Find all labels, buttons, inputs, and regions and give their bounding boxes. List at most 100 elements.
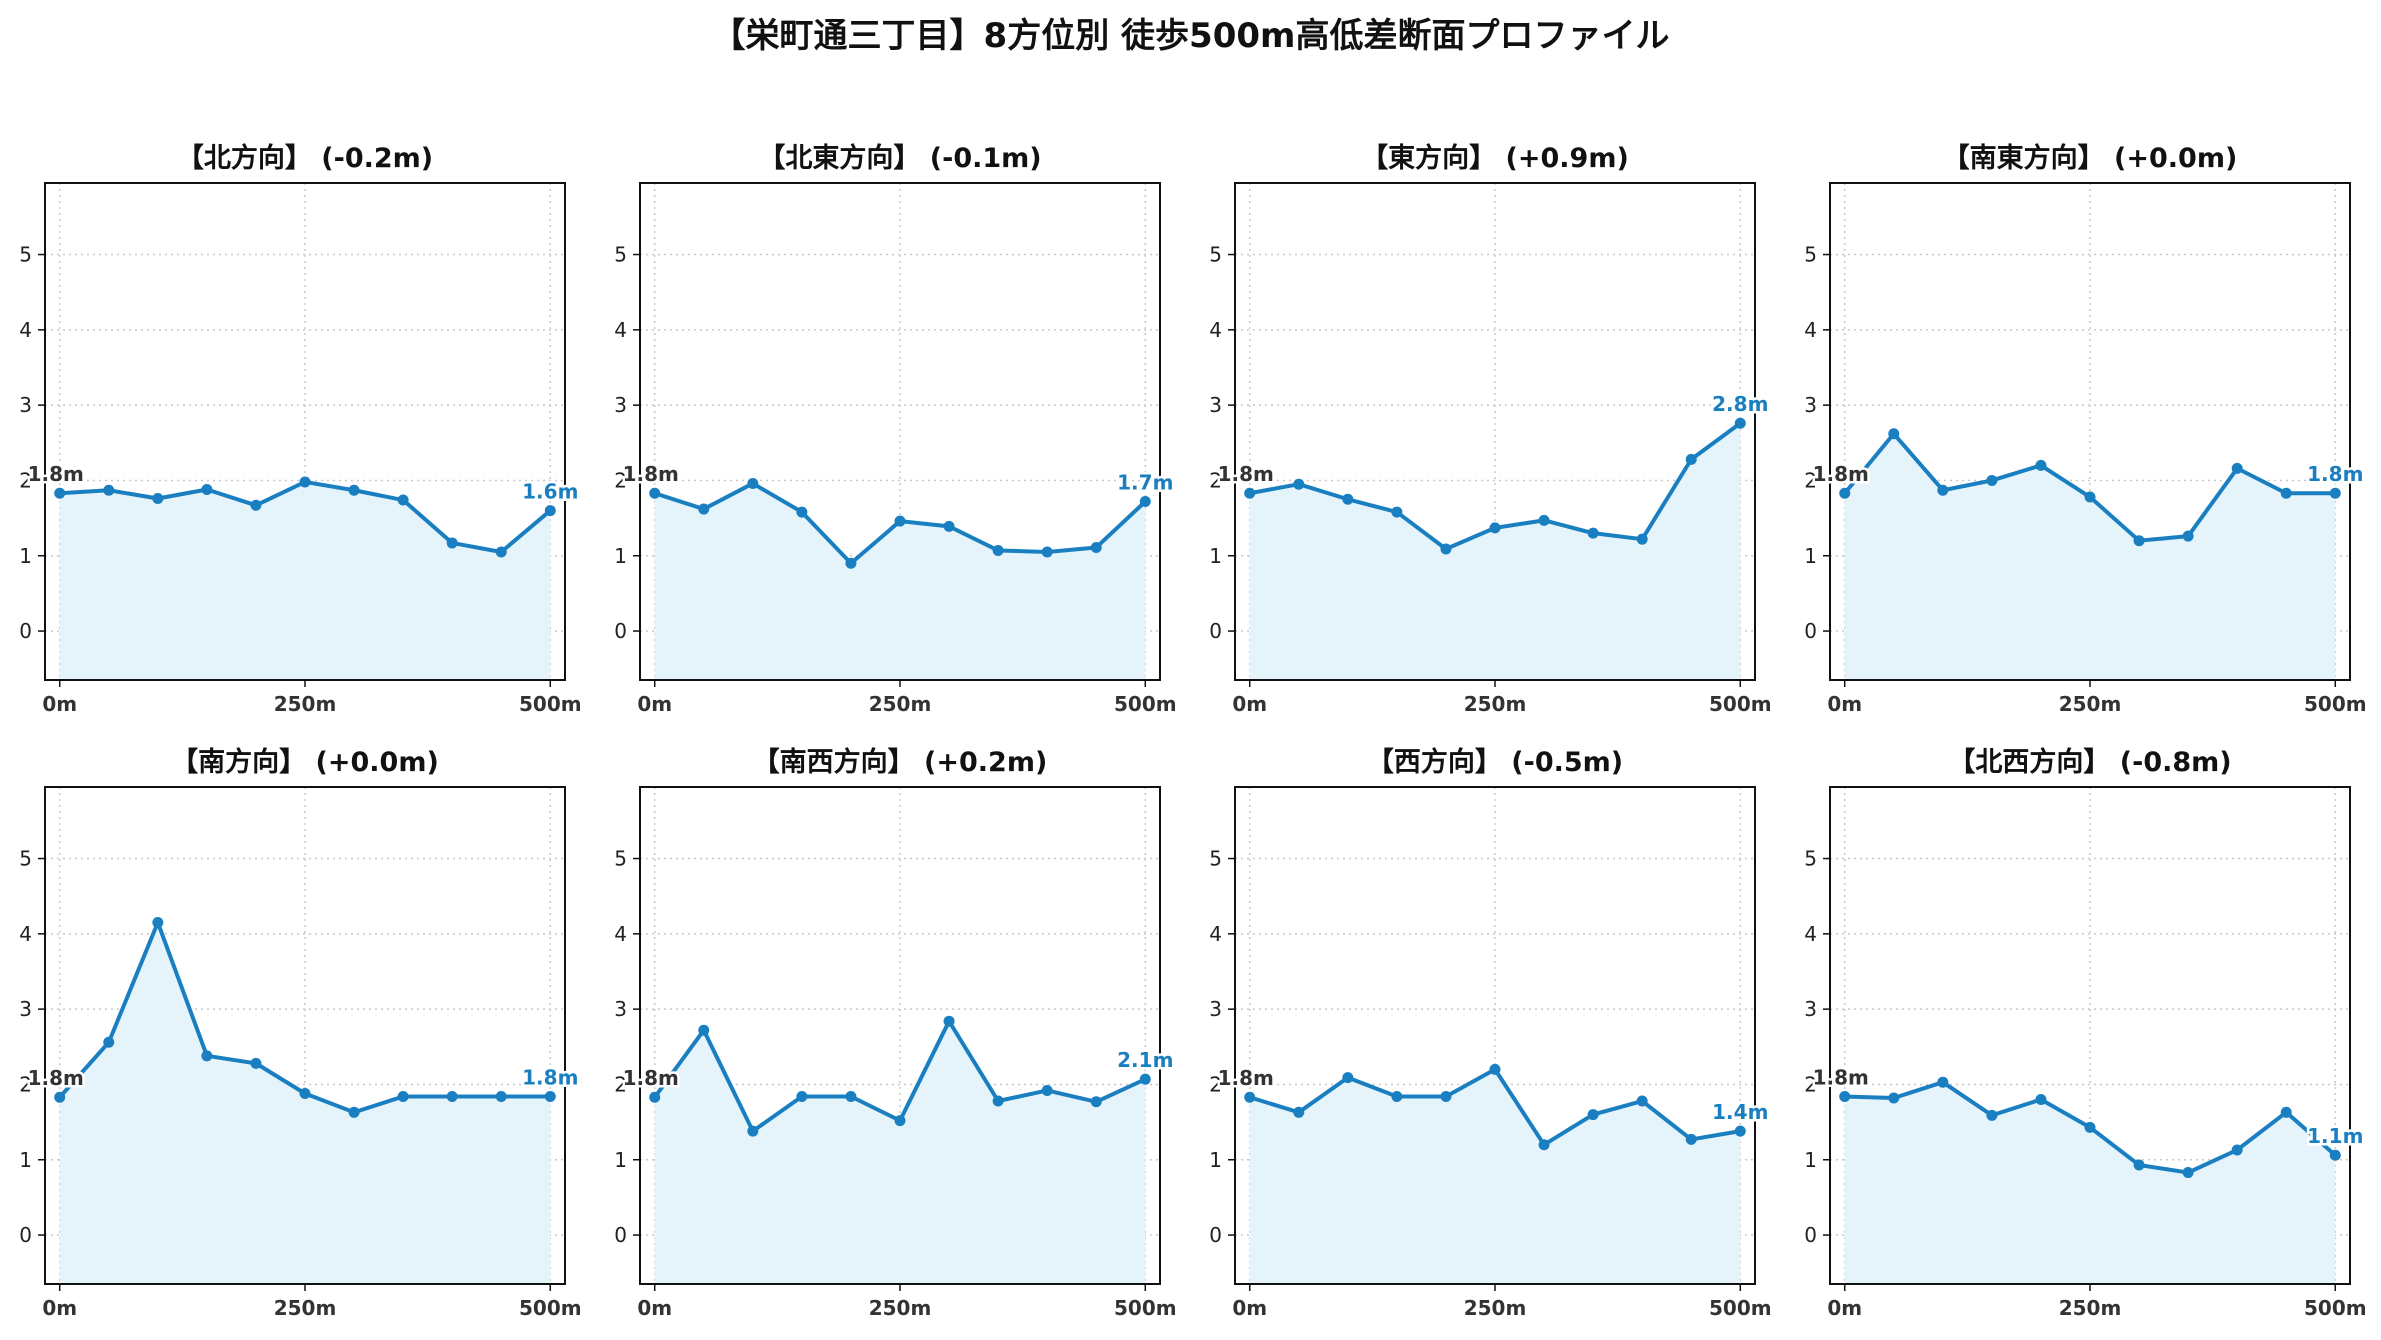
data-point (1244, 487, 1256, 499)
data-point (992, 1095, 1004, 1107)
data-point (250, 1057, 262, 1069)
data-point (2084, 1121, 2096, 1133)
y-tick-label: 4 (614, 922, 627, 946)
y-tick-label: 1 (1209, 1148, 1222, 1172)
data-point (152, 917, 164, 929)
y-tick-label: 3 (614, 393, 627, 417)
elevation-panel: 【北東方向】 (-0.1m) 0 1 2 3 4 5 0m 250m 500m 1.8m 1.7m (614, 142, 1176, 716)
y-tick-label: 3 (19, 393, 32, 417)
elevation-area (1844, 433, 2336, 680)
data-point (544, 1090, 556, 1102)
elevation-area (1844, 1082, 2336, 1284)
data-point (2182, 1167, 2194, 1179)
data-point (845, 557, 857, 569)
start-elevation-label: 1.8m (1813, 1065, 1869, 1089)
y-tick-label: 2 (1209, 1072, 1222, 1096)
data-point (2231, 462, 2243, 474)
y-tick-label: 1 (19, 1148, 32, 1172)
elevation-panel: 【南方向】 (+0.0m) 0 1 2 3 4 5 0m 250m 500m 1.8m 1.8m (19, 746, 581, 1320)
data-point (845, 1090, 857, 1102)
elevation-panel: 【北方向】 (-0.2m) 0 1 2 3 4 5 0m 250m 500m 1.8m 1.6m (19, 142, 581, 716)
end-elevation-label: 1.8m (522, 1065, 578, 1089)
panel-title: 【南西方向】 (+0.2m) (753, 746, 1048, 778)
y-tick-label: 0 (614, 1223, 627, 1247)
y-tick-label: 5 (614, 243, 627, 267)
data-point (397, 1090, 409, 1102)
data-point (2035, 1094, 2047, 1106)
data-point (1293, 1106, 1305, 1118)
data-point (1685, 1133, 1697, 1145)
data-point (1636, 533, 1648, 545)
x-tick-label: 500m (519, 692, 582, 716)
data-point (2329, 487, 2341, 499)
data-point (152, 493, 164, 505)
data-point (698, 1024, 710, 1036)
data-point (1489, 1063, 1501, 1075)
y-tick-label: 0 (19, 1223, 32, 1247)
panel-title: 【東方向】 (+0.9m) (1361, 142, 1629, 174)
elevation-area (1249, 423, 1741, 680)
data-point (1986, 1109, 1998, 1121)
x-tick-label: 500m (1114, 692, 1177, 716)
end-elevation-label: 2.1m (1117, 1048, 1173, 1072)
data-point (397, 494, 409, 506)
data-point (747, 477, 759, 489)
y-tick-label: 1 (1804, 1148, 1817, 1172)
x-tick-label: 250m (274, 1296, 337, 1320)
y-tick-label: 2 (1209, 468, 1222, 492)
y-tick-label: 2 (1804, 468, 1817, 492)
data-point (201, 483, 213, 495)
panel-title: 【西方向】 (-0.5m) (1367, 746, 1623, 778)
data-point (894, 515, 906, 527)
data-point (1440, 1090, 1452, 1102)
x-tick-label: 0m (637, 692, 672, 716)
panel-title: 【北西方向】 (-0.8m) (1948, 746, 2231, 778)
y-tick-label: 5 (19, 847, 32, 871)
x-tick-label: 250m (274, 692, 337, 716)
data-point (1244, 1091, 1256, 1103)
y-tick-label: 2 (1804, 1072, 1817, 1096)
x-tick-label: 0m (1827, 1296, 1862, 1320)
data-point (698, 503, 710, 515)
data-point (1391, 1090, 1403, 1102)
data-point (1440, 543, 1452, 555)
data-point (1636, 1095, 1648, 1107)
data-point (250, 499, 262, 511)
data-point (1888, 1092, 1900, 1104)
data-point (1986, 474, 1998, 486)
end-elevation-label: 1.1m (2307, 1124, 2363, 1148)
start-elevation-label: 1.8m (623, 462, 679, 486)
elevation-area (654, 483, 1146, 680)
panel-title: 【南方向】 (+0.0m) (171, 746, 439, 778)
y-tick-label: 4 (614, 318, 627, 342)
data-point (1342, 1072, 1354, 1084)
data-point (495, 1090, 507, 1102)
main-title: 【栄町通三丁目】8方位別 徒歩500m高低差断面プロファイル (711, 16, 1670, 56)
data-point (1937, 1076, 1949, 1088)
x-tick-label: 500m (1709, 692, 1772, 716)
y-tick-label: 4 (19, 922, 32, 946)
data-point (201, 1050, 213, 1062)
data-point (2133, 535, 2145, 547)
data-point (1090, 541, 1102, 553)
data-point (1538, 514, 1550, 526)
elevation-area (59, 922, 551, 1284)
data-point (1041, 546, 1053, 558)
data-point (1293, 478, 1305, 490)
x-tick-label: 250m (869, 692, 932, 716)
data-point (348, 484, 360, 496)
data-point (1685, 453, 1697, 465)
end-elevation-label: 2.8m (1712, 392, 1768, 416)
data-point (992, 544, 1004, 556)
data-point (1587, 1109, 1599, 1121)
start-elevation-label: 1.8m (623, 1066, 679, 1090)
data-point (2035, 459, 2047, 471)
data-point (1489, 522, 1501, 534)
start-elevation-label: 1.8m (28, 462, 84, 486)
x-tick-label: 500m (1709, 1296, 1772, 1320)
data-point (1139, 496, 1151, 508)
elevation-panel: 【南西方向】 (+0.2m) 0 1 2 3 4 5 0m 250m 500m 1.8m 2.1m (614, 746, 1176, 1320)
x-tick-label: 500m (519, 1296, 582, 1320)
x-tick-label: 0m (42, 692, 77, 716)
